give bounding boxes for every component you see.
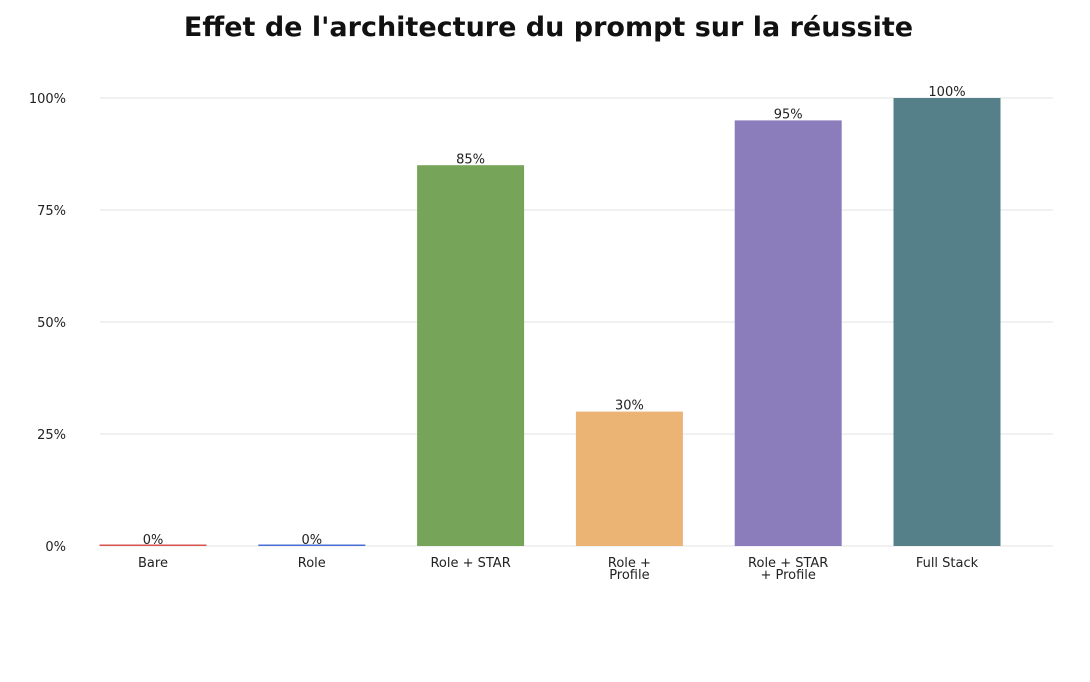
value-label: 0% xyxy=(143,533,164,548)
y-tick-label: 50% xyxy=(37,316,66,331)
y-tick-label: 0% xyxy=(45,540,66,555)
x-tick-label: Bare xyxy=(138,556,168,571)
value-label: 100% xyxy=(928,85,965,100)
x-tick-label: Full Stack xyxy=(916,556,979,571)
x-tick-label: Role xyxy=(298,556,326,571)
chart-title: Effet de l'architecture du prompt sur la… xyxy=(183,12,914,43)
value-label: 95% xyxy=(774,107,803,122)
x-tick-label: Role + xyxy=(608,556,651,571)
x-tick-label: Role + STAR xyxy=(748,556,828,571)
value-label: 30% xyxy=(615,399,644,414)
bar xyxy=(99,544,207,546)
x-tick-label: Role + STAR xyxy=(430,556,510,571)
bar xyxy=(417,165,525,546)
value-label: 0% xyxy=(301,533,322,548)
y-tick-label: 100% xyxy=(29,92,66,107)
y-tick-label: 75% xyxy=(37,204,66,219)
bar xyxy=(575,411,683,546)
x-tick-label: Profile xyxy=(609,568,649,583)
value-label: 85% xyxy=(456,152,485,167)
bar xyxy=(258,544,366,546)
bar xyxy=(734,120,842,547)
bar xyxy=(893,98,1001,546)
x-tick-label: + Profile xyxy=(760,568,815,583)
y-tick-label: 25% xyxy=(37,428,66,443)
